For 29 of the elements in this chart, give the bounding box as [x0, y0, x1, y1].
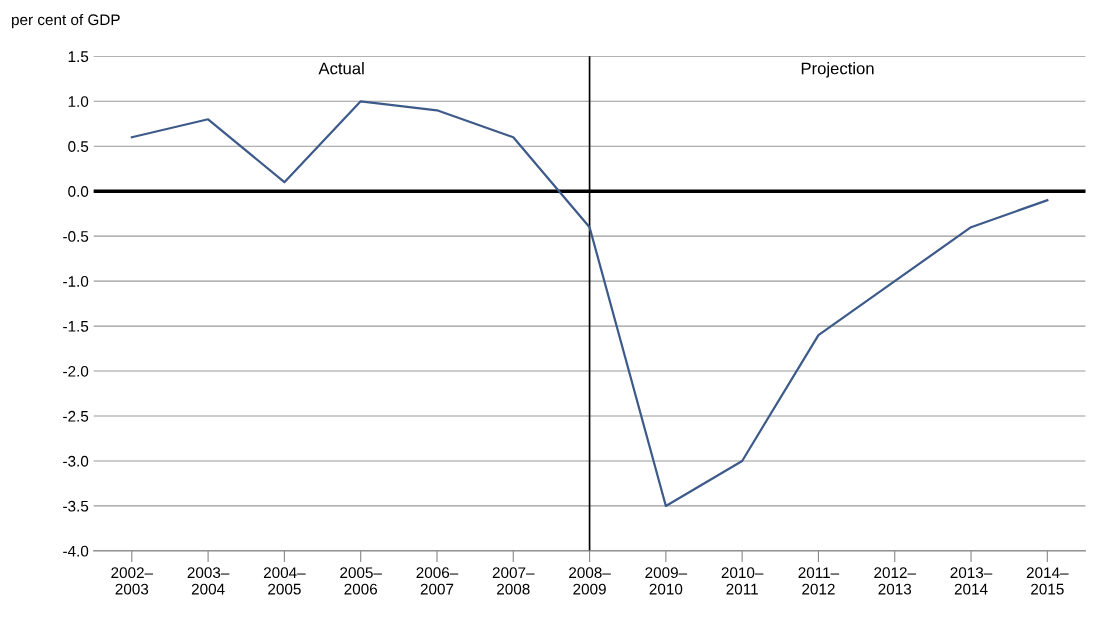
y-tick-label: -1.0 — [63, 276, 89, 287]
y-tick-label: 1.5 — [68, 51, 89, 63]
annotation: Projection — [801, 62, 874, 78]
x-tick-label: 2006– 2007 — [416, 567, 459, 595]
x-tick-label: 2010– 2011 — [721, 567, 764, 595]
y-tick-label: -2.5 — [63, 410, 89, 422]
y-tick-label: 1.0 — [68, 96, 89, 107]
y-tick-label: 0.5 — [68, 141, 89, 152]
y-tick-label: -3.0 — [63, 455, 89, 467]
x-tick-label: 2011– 2012 — [798, 567, 840, 595]
x-tick-label: 2002– 2003 — [111, 567, 154, 595]
y-axis-title: per cent of GDP — [12, 13, 120, 29]
y-tick-label: -3.5 — [63, 500, 89, 512]
y-tick-label: 0.0 — [68, 186, 89, 197]
y-tick-label: -4.0 — [63, 545, 89, 557]
y-tick-label: -2.0 — [63, 365, 89, 377]
x-tick-label: 2009– 2010 — [645, 567, 688, 595]
x-tick-label: 2005– 2006 — [340, 567, 382, 595]
y-tick-label: -1.5 — [63, 321, 89, 332]
x-tick-label: 2014– 2015 — [1026, 567, 1069, 595]
x-tick-label: 2004– 2005 — [263, 567, 306, 595]
x-tick-label: 2003– 2004 — [187, 567, 230, 595]
x-tick-label: 2008– 2009 — [569, 567, 611, 595]
annotation: Actual — [318, 62, 364, 75]
x-tick-label: 2012– 2013 — [874, 567, 916, 595]
line-series — [130, 100, 1049, 508]
x-tick-label: 2013– 2014 — [950, 567, 993, 595]
y-tick-label: -0.5 — [63, 231, 89, 242]
x-tick-label: 2007– 2008 — [492, 567, 535, 595]
